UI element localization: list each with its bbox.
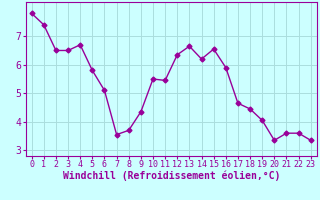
- X-axis label: Windchill (Refroidissement éolien,°C): Windchill (Refroidissement éolien,°C): [62, 171, 280, 181]
